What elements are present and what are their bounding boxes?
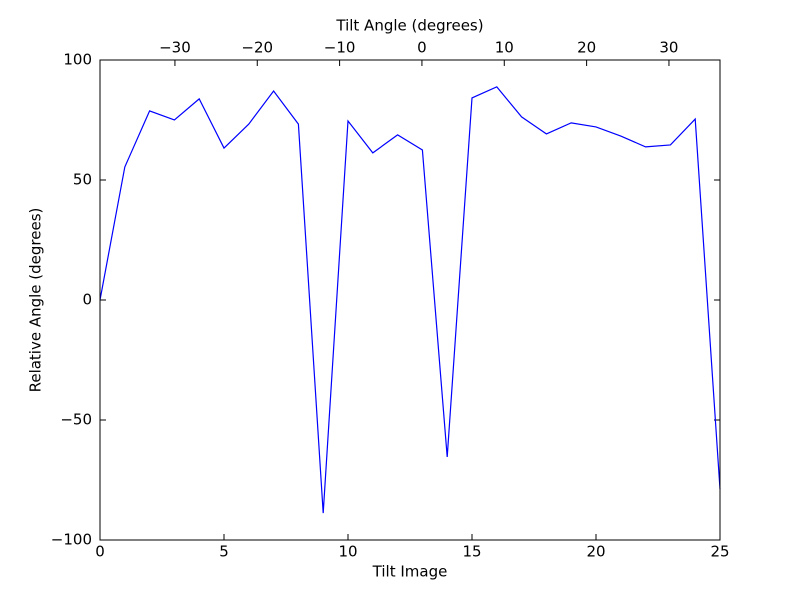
x2-tick-label: −10 bbox=[324, 39, 356, 57]
x2-tick-label: 10 bbox=[495, 39, 514, 57]
x2-axis-label: Tilt Angle (degrees) bbox=[335, 17, 483, 35]
x-tick-label: 0 bbox=[95, 543, 105, 561]
data-line bbox=[99, 86, 721, 514]
y-tick-label: −50 bbox=[60, 411, 92, 429]
y-axis-label: Relative Angle (degrees) bbox=[27, 208, 45, 393]
x-tick-label: 20 bbox=[586, 543, 605, 561]
x2-tick-label: −20 bbox=[241, 39, 273, 57]
y-tick-label: 0 bbox=[82, 291, 92, 309]
y-tick-label: −100 bbox=[51, 531, 92, 549]
y-tick-label: 100 bbox=[63, 51, 92, 69]
x2-tick-label: 0 bbox=[417, 39, 427, 57]
x-tick-label: 15 bbox=[462, 543, 481, 561]
x-tick-label: 10 bbox=[338, 543, 357, 561]
x-tick-label: 5 bbox=[219, 543, 229, 561]
plot-frame bbox=[99, 59, 721, 541]
x2-tick-label: −30 bbox=[159, 39, 191, 57]
x2-tick-label: 20 bbox=[577, 39, 596, 57]
x-axis-label: Tilt Image bbox=[372, 563, 448, 581]
y-tick-label: 50 bbox=[73, 171, 92, 189]
x-tick-label: 25 bbox=[710, 543, 729, 561]
x2-tick-label: 30 bbox=[659, 39, 678, 57]
